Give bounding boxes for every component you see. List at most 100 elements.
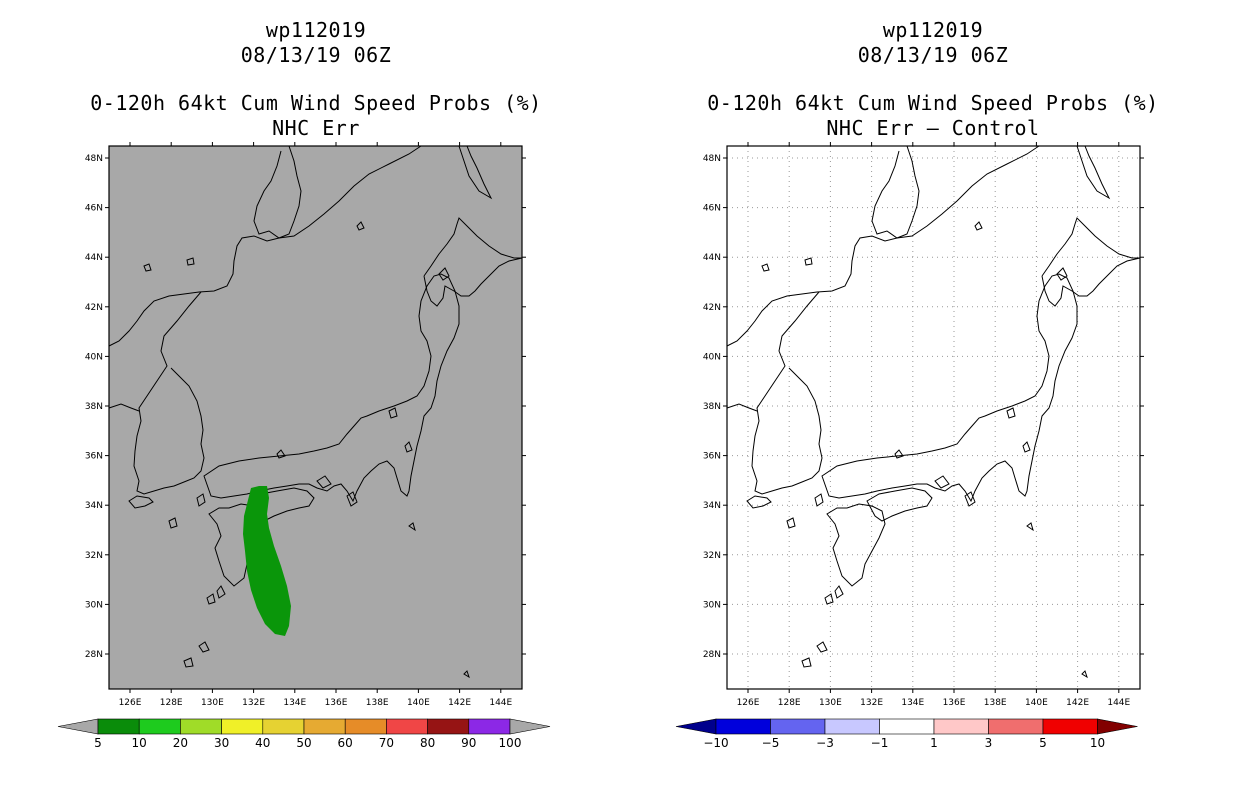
left-storm-id: wp112019	[265, 18, 367, 42]
left-colorbar-high-end	[509, 718, 551, 735]
right-product-block: 0-120h 64kt Cum Wind Speed Probs (%) NHC…	[653, 91, 1213, 141]
right-lat-label: 44N	[703, 253, 721, 263]
right-storm-id: wp112019	[882, 18, 984, 42]
right-colorbar-label: 10	[1090, 736, 1105, 750]
left-product-title: 0-120h 64kt Cum Wind Speed Probs (%)	[90, 91, 542, 115]
left-colorbar-swatch	[386, 718, 428, 735]
left-colorbar-swatch	[221, 718, 264, 735]
left-map-panel: 48N 46N 44N 42N 40N 38N 36N 34N 32N 30N 28N 126E 128…	[85, 142, 526, 708]
right-lat-label: 38N	[703, 402, 721, 412]
left-lat-label: 38N	[85, 402, 103, 412]
right-lat-label: 46N	[703, 204, 721, 214]
right-colorbar-label: −3	[816, 736, 834, 750]
right-lon-label: 144E	[1107, 698, 1130, 708]
right-colorbar: −10 −5 −3 −1 1 3 5 10	[675, 718, 1138, 750]
right-lat-label: 48N	[703, 154, 721, 164]
left-colorbar-swatch	[468, 718, 511, 735]
right-colorbar-label: −5	[762, 736, 780, 750]
right-colorbar-label: 1	[930, 736, 938, 750]
left-colorbar-label: 30	[214, 736, 229, 750]
left-colorbar-swatch	[262, 718, 305, 735]
right-lon-label: 138E	[984, 698, 1007, 708]
left-lat-label: 44N	[85, 253, 103, 263]
left-lon-label: 142E	[448, 698, 471, 708]
left-lon-label: 136E	[325, 698, 348, 708]
left-lon-label: 140E	[407, 698, 430, 708]
left-lon-label: 144E	[489, 698, 512, 708]
left-lat-label: 28N	[85, 650, 103, 660]
right-colorbar-label: −10	[703, 736, 728, 750]
right-colorbar-label: −1	[871, 736, 889, 750]
right-lat-label: 34N	[703, 501, 721, 511]
left-colorbar-swatch	[180, 718, 222, 735]
right-colorbar-swatch	[988, 718, 1044, 735]
left-axes: 48N 46N 44N 42N 40N 38N 36N 34N 32N 30N 28N 126E 128…	[85, 142, 526, 708]
left-lat-label: 34N	[85, 501, 103, 511]
left-lon-label: 130E	[201, 698, 224, 708]
left-datetime: 08/13/19 06Z	[240, 43, 392, 67]
right-colorbar-swatch	[770, 718, 826, 735]
left-colorbar: 5 10 20 30 40 50 60 70 80 90 100	[57, 718, 551, 750]
left-colorbar-label: 20	[173, 736, 188, 750]
right-lon-label: 126E	[737, 698, 760, 708]
left-colorbar-swatch	[427, 718, 470, 735]
left-lat-label: 32N	[85, 551, 103, 561]
left-colorbar-label: 40	[255, 736, 270, 750]
left-colorbar-swatch	[97, 718, 140, 735]
left-colorbar-label: 50	[296, 736, 311, 750]
left-product-block: 0-120h 64kt Cum Wind Speed Probs (%) NHC…	[36, 91, 596, 141]
right-colorbar-label: 3	[985, 736, 993, 750]
right-map-background	[727, 146, 1140, 689]
right-lon-label: 130E	[819, 698, 842, 708]
left-map-background	[109, 146, 522, 689]
right-title-block: wp112019 08/13/19 06Z	[653, 18, 1213, 68]
left-colorbar-label: 90	[461, 736, 476, 750]
left-lat-label: 42N	[85, 303, 103, 313]
right-colorbar-swatch	[933, 718, 989, 735]
left-map-frame	[108, 145, 523, 690]
left-lon-label: 126E	[119, 698, 142, 708]
right-lat-label: 40N	[703, 352, 721, 362]
right-map-frame	[726, 145, 1141, 690]
left-lat-label: 46N	[85, 204, 103, 214]
left-colorbar-low-end	[57, 718, 99, 735]
right-lon-label: 136E	[943, 698, 966, 708]
right-lon-label: 132E	[860, 698, 883, 708]
right-axes: 48N 46N 44N 42N 40N 38N 36N 34N 32N 30N 28N 126E 128…	[703, 142, 1144, 708]
right-lon-label: 128E	[778, 698, 801, 708]
left-colorbar-label: 60	[338, 736, 353, 750]
left-colorbar-swatch	[344, 718, 387, 735]
left-lat-label: 48N	[85, 154, 103, 164]
right-lon-label: 140E	[1025, 698, 1048, 708]
right-datetime: 08/13/19 06Z	[857, 43, 1009, 67]
right-colorbar-label: 5	[1039, 736, 1047, 750]
left-colorbar-label: 80	[420, 736, 435, 750]
right-lat-label: 30N	[703, 600, 721, 610]
right-lat-label: 36N	[703, 452, 721, 462]
right-colorbar-high-end	[1097, 718, 1138, 735]
left-lat-label: 30N	[85, 600, 103, 610]
right-colorbar-low-end	[675, 718, 717, 735]
left-lat-label: 40N	[85, 352, 103, 362]
left-lon-label: 134E	[283, 698, 306, 708]
probability-region-5-10pct	[243, 486, 291, 636]
right-lat-label: 42N	[703, 303, 721, 313]
left-colorbar-label: 100	[499, 736, 522, 750]
left-lon-label: 128E	[160, 698, 183, 708]
right-lat-label: 32N	[703, 551, 721, 561]
left-subtitle: NHC Err	[272, 116, 360, 140]
right-subtitle: NHC Err – Control	[826, 116, 1040, 140]
left-lon-label: 138E	[366, 698, 389, 708]
right-colorbar-swatch	[1042, 718, 1098, 735]
left-colorbar-label: 70	[379, 736, 394, 750]
left-lat-label: 36N	[85, 452, 103, 462]
left-colorbar-label: 10	[132, 736, 147, 750]
right-product-title: 0-120h 64kt Cum Wind Speed Probs (%)	[707, 91, 1159, 115]
left-colorbar-label: 5	[94, 736, 102, 750]
left-lon-label: 132E	[242, 698, 265, 708]
left-colorbar-swatch	[138, 718, 181, 735]
right-lon-label: 142E	[1066, 698, 1089, 708]
right-lat-label: 28N	[703, 650, 721, 660]
right-colorbar-swatch	[715, 718, 771, 735]
